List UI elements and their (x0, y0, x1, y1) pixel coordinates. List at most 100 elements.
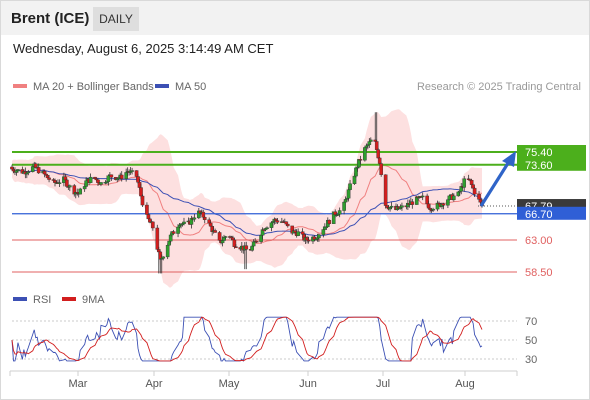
candle (400, 202, 404, 211)
x-tick-aug: Aug (455, 378, 475, 390)
candle (47, 174, 51, 183)
candle-body (337, 210, 342, 215)
candle (26, 169, 31, 176)
candle-body (16, 169, 20, 171)
candle-body (327, 219, 332, 224)
candle-body (68, 185, 72, 188)
candle-body (220, 240, 225, 244)
candle-body (217, 232, 222, 241)
level-label-75-40: 75.40 (525, 147, 553, 159)
candle-body (389, 205, 394, 208)
rsi-line (11, 316, 483, 362)
candle (420, 192, 425, 201)
ma9-legend-label: 9MA (82, 294, 105, 306)
candle (192, 213, 197, 222)
candle-body (367, 141, 372, 145)
candle-body (151, 221, 155, 229)
candle-body (383, 174, 388, 206)
candle-body (84, 180, 88, 187)
candle-body (119, 174, 124, 179)
candle-body (234, 246, 238, 248)
candle (155, 224, 160, 251)
candle-body (321, 229, 326, 235)
rsi-tick-70: 70 (525, 316, 537, 328)
candle-body (130, 170, 134, 172)
candle (472, 186, 477, 197)
candle-body (171, 231, 176, 234)
candle-body (317, 234, 321, 239)
candle (182, 217, 186, 226)
candle (151, 221, 155, 231)
ma9-legend-swatch (62, 297, 76, 301)
instrument-title: Brent (ICE) (11, 10, 90, 27)
x-tick-jul: Jul (376, 378, 390, 390)
x-tick-mar: Mar (69, 378, 88, 390)
ma50-legend-label: MA 50 (175, 81, 206, 93)
candle-body (165, 244, 170, 258)
candle-body (342, 201, 346, 211)
ma50-legend-swatch (155, 84, 169, 88)
candle-body (254, 240, 259, 243)
level-label-73-60: 73.60 (525, 160, 553, 172)
candle (379, 162, 383, 177)
candle-body (223, 236, 228, 238)
candle-body (348, 183, 352, 190)
candle (462, 176, 467, 192)
candle (383, 174, 388, 209)
candle-body (250, 245, 254, 251)
rsi-tick-50: 50 (525, 335, 537, 347)
candle (161, 256, 166, 261)
candle-body (192, 217, 197, 220)
level-tag-75-40 (517, 145, 586, 158)
candle (410, 198, 415, 209)
candle-body (182, 221, 186, 224)
candle-body (36, 167, 41, 174)
candle (78, 187, 83, 195)
candle-body (57, 182, 62, 184)
candle (327, 219, 332, 225)
candle (254, 240, 259, 244)
candle (265, 226, 269, 229)
candle-body (155, 227, 160, 250)
candle-body (441, 203, 446, 206)
candle (165, 243, 170, 260)
candle (358, 155, 363, 165)
candle-body (88, 176, 93, 183)
candle (296, 228, 300, 237)
candle (99, 182, 103, 187)
candle-body (452, 195, 456, 200)
level-label-63-00: 63.00 (525, 235, 553, 247)
candle-body (369, 139, 373, 142)
candle (441, 202, 446, 210)
candle-body (202, 217, 207, 220)
candle-body (140, 195, 145, 206)
candle-body (47, 177, 51, 180)
x-tick-may: May (219, 378, 240, 390)
candle-body (472, 187, 477, 195)
candle-body (244, 245, 249, 250)
candle-body (285, 223, 290, 227)
x-tick-apr: Apr (145, 378, 162, 390)
candle-body (213, 230, 217, 233)
candle-body (420, 195, 425, 198)
candle-body (410, 201, 415, 205)
timeframe-badge[interactable]: DAILY (93, 7, 139, 31)
candle-body (284, 221, 289, 225)
level-tag-66-70 (517, 206, 586, 220)
candle (57, 179, 62, 188)
candle (119, 171, 124, 182)
x-tick-jun: Jun (299, 378, 317, 390)
candle (109, 174, 114, 181)
rsi-legend-label: RSI (33, 294, 51, 306)
bollinger-band (12, 109, 482, 288)
candle-body (109, 174, 114, 178)
candle-body (446, 199, 450, 206)
candle (171, 229, 176, 234)
candle (202, 215, 207, 224)
candle-body (265, 227, 269, 229)
candle (36, 163, 41, 174)
ma20-legend-swatch (13, 84, 27, 88)
credit-label: Research © 2025 Trading Central (417, 81, 581, 93)
candle (369, 137, 373, 142)
